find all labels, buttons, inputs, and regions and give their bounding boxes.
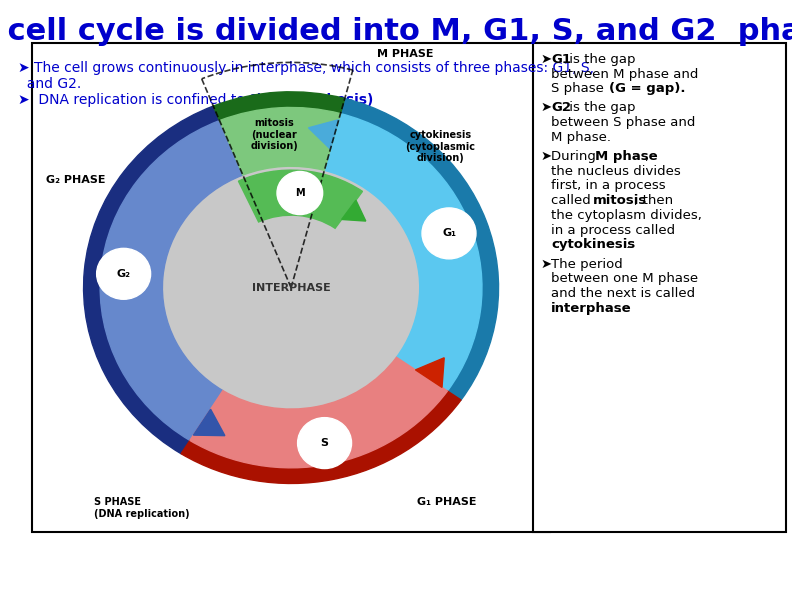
Circle shape <box>277 171 322 215</box>
Text: in a process called: in a process called <box>551 223 675 237</box>
Text: the cytoplasm divides,: the cytoplasm divides, <box>551 209 702 222</box>
Text: ,: , <box>644 150 648 163</box>
Text: and the next is called: and the next is called <box>551 287 695 300</box>
Text: M: M <box>295 188 305 198</box>
Text: G₂ PHASE: G₂ PHASE <box>46 175 105 185</box>
Wedge shape <box>213 92 345 121</box>
Text: is the gap: is the gap <box>565 53 635 66</box>
Bar <box>32 43 550 532</box>
Text: G₁: G₁ <box>442 228 456 239</box>
Text: ; then: ; then <box>634 194 673 207</box>
Text: S: S <box>321 438 329 448</box>
Text: M phase: M phase <box>595 150 657 163</box>
Text: cytokinesis
(cytoplasmic
division): cytokinesis (cytoplasmic division) <box>406 130 475 163</box>
Text: cytokinesis: cytokinesis <box>551 239 635 252</box>
Text: G2: G2 <box>551 102 571 114</box>
Text: (G = gap).: (G = gap). <box>609 82 686 95</box>
Text: ➤: ➤ <box>541 102 557 114</box>
Text: interphase: interphase <box>551 302 632 315</box>
Text: mitosis: mitosis <box>593 194 647 207</box>
Text: is the gap: is the gap <box>565 102 635 114</box>
Text: first, in a process: first, in a process <box>551 179 665 193</box>
Text: .: . <box>626 239 630 252</box>
Wedge shape <box>341 99 498 400</box>
Text: G₂: G₂ <box>116 269 131 279</box>
Bar <box>533 43 786 532</box>
Wedge shape <box>238 170 363 228</box>
Wedge shape <box>100 121 243 441</box>
Text: between M phase and: between M phase and <box>551 67 699 81</box>
Text: The cell cycle is divided into M, G1, S, and G2  phases: The cell cycle is divided into M, G1, S,… <box>0 17 792 45</box>
Circle shape <box>162 166 420 409</box>
Wedge shape <box>219 108 341 175</box>
Text: G₁ PHASE: G₁ PHASE <box>417 497 477 507</box>
Polygon shape <box>416 358 444 387</box>
Circle shape <box>422 208 476 259</box>
Text: between S phase and: between S phase and <box>551 116 695 129</box>
Text: mitosis
(nuclear
division): mitosis (nuclear division) <box>250 118 299 152</box>
Text: the nucleus divides: the nucleus divides <box>551 165 681 177</box>
Text: G1: G1 <box>551 53 571 66</box>
Text: ➤: ➤ <box>541 53 557 66</box>
Wedge shape <box>84 106 219 453</box>
Text: S PHASE
(DNA replication): S PHASE (DNA replication) <box>94 497 189 519</box>
Text: .: . <box>618 302 623 315</box>
Polygon shape <box>309 120 339 149</box>
Text: The period: The period <box>551 258 623 271</box>
Text: During: During <box>551 150 600 163</box>
Polygon shape <box>193 409 225 436</box>
Text: ➤: ➤ <box>541 150 557 163</box>
Wedge shape <box>190 357 447 468</box>
Text: M PHASE: M PHASE <box>377 48 433 59</box>
Text: ➤  DNA replication is confined to S phase: ➤ DNA replication is confined to S phase <box>18 93 309 107</box>
Text: M phase.: M phase. <box>551 131 611 144</box>
Text: ➤: ➤ <box>541 258 557 271</box>
Wedge shape <box>181 391 461 483</box>
Text: INTERPHASE: INTERPHASE <box>252 283 330 293</box>
Circle shape <box>97 248 150 299</box>
Text: ➤ The cell grows continuously in interphase, which consists of three phases: G1,: ➤ The cell grows continuously in interph… <box>18 61 594 91</box>
Circle shape <box>298 417 352 469</box>
Wedge shape <box>325 114 482 391</box>
Text: (S = synthesis): (S = synthesis) <box>255 93 373 107</box>
Text: S phase: S phase <box>551 82 608 95</box>
Polygon shape <box>341 200 366 221</box>
Text: between one M phase: between one M phase <box>551 272 698 285</box>
Text: called: called <box>551 194 595 207</box>
